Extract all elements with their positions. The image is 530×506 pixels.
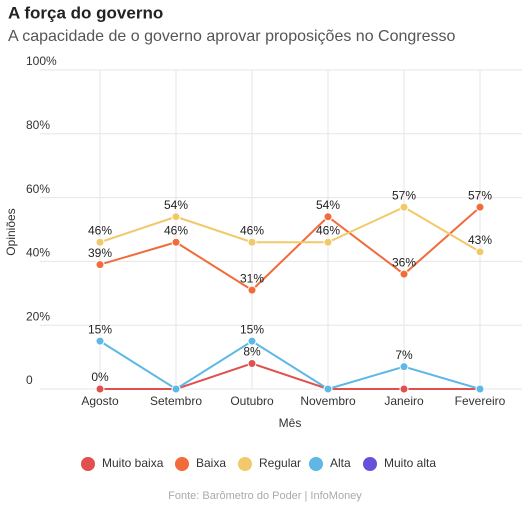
y-tick-label: 20% (26, 309, 50, 323)
data-point (399, 384, 409, 394)
data-point (95, 384, 105, 394)
legend-swatch (363, 457, 377, 471)
x-tick-label: Setembro (150, 394, 202, 408)
legend-item: Regular (238, 456, 301, 471)
legend-swatch (175, 457, 189, 471)
data-label: 57% (468, 188, 492, 202)
data-label: 0% (91, 370, 109, 384)
data-label: 36% (392, 255, 416, 269)
x-tick-label: Outubro (230, 394, 274, 408)
data-label: 15% (88, 322, 112, 336)
data-label: 8% (243, 345, 261, 359)
chart-subtitle: A capacidade de o governo aprovar propos… (8, 28, 456, 45)
y-tick-label: 0 (26, 373, 33, 387)
data-point (171, 384, 181, 394)
data-point (247, 336, 257, 346)
data-point (95, 336, 105, 346)
data-point (475, 247, 485, 257)
chart-title: A força do governo (8, 3, 163, 22)
data-point (475, 202, 485, 212)
series-line (100, 362, 480, 390)
legend-swatch (238, 457, 252, 471)
x-axis-label: Mês (279, 416, 302, 430)
data-point (247, 237, 257, 247)
y-tick-label: 60% (26, 182, 50, 196)
data-label: 54% (164, 198, 188, 212)
data-point (171, 212, 181, 222)
data-point (323, 237, 333, 247)
legend-label: Muito baixa (102, 456, 164, 470)
data-label: 7% (395, 348, 413, 362)
data-point (323, 212, 333, 222)
series-line (99, 339, 481, 391)
data-label: 43% (468, 233, 492, 247)
x-tick-label: Fevereiro (455, 394, 506, 408)
data-label: 39% (88, 246, 112, 260)
y-axis-label: Opiniões (4, 208, 18, 255)
legend-item: Baixa (175, 456, 226, 471)
series-line (99, 206, 481, 253)
data-point (247, 358, 257, 368)
data-point (95, 237, 105, 247)
source: Fonte: Barômetro do Poder | InfoMoney (168, 490, 362, 502)
x-tick-label: Janeiro (384, 394, 424, 408)
series-line (99, 206, 481, 292)
legend-label: Muito alta (384, 456, 436, 470)
legend-item: Alta (309, 456, 351, 471)
data-label: 15% (240, 322, 264, 336)
data-label: 31% (240, 271, 264, 285)
data-label: 57% (392, 188, 416, 202)
data-point (399, 202, 409, 212)
data-label: 46% (316, 223, 340, 237)
data-point (399, 362, 409, 372)
x-tick-label: Novembro (300, 394, 356, 408)
legend-label: Baixa (196, 456, 226, 470)
data-label: 46% (164, 223, 188, 237)
y-tick-label: 100% (26, 54, 57, 68)
x-tick-label: Agosto (81, 394, 119, 408)
data-point (171, 237, 181, 247)
legend-item: Muito alta (363, 456, 436, 471)
legend-label: Alta (330, 456, 351, 470)
data-point (475, 384, 485, 394)
legend-swatch (81, 457, 95, 471)
data-label: 46% (240, 223, 264, 237)
data-point (399, 269, 409, 279)
legend-swatch (309, 457, 323, 471)
data-point (95, 260, 105, 270)
legend-item: Muito baixa (81, 456, 164, 471)
data-label: 54% (316, 198, 340, 212)
legend-label: Regular (259, 456, 301, 470)
data-point (323, 384, 333, 394)
data-label: 46% (88, 223, 112, 237)
y-tick-label: 40% (26, 246, 50, 260)
data-point (247, 285, 257, 295)
y-tick-label: 80% (26, 118, 50, 132)
